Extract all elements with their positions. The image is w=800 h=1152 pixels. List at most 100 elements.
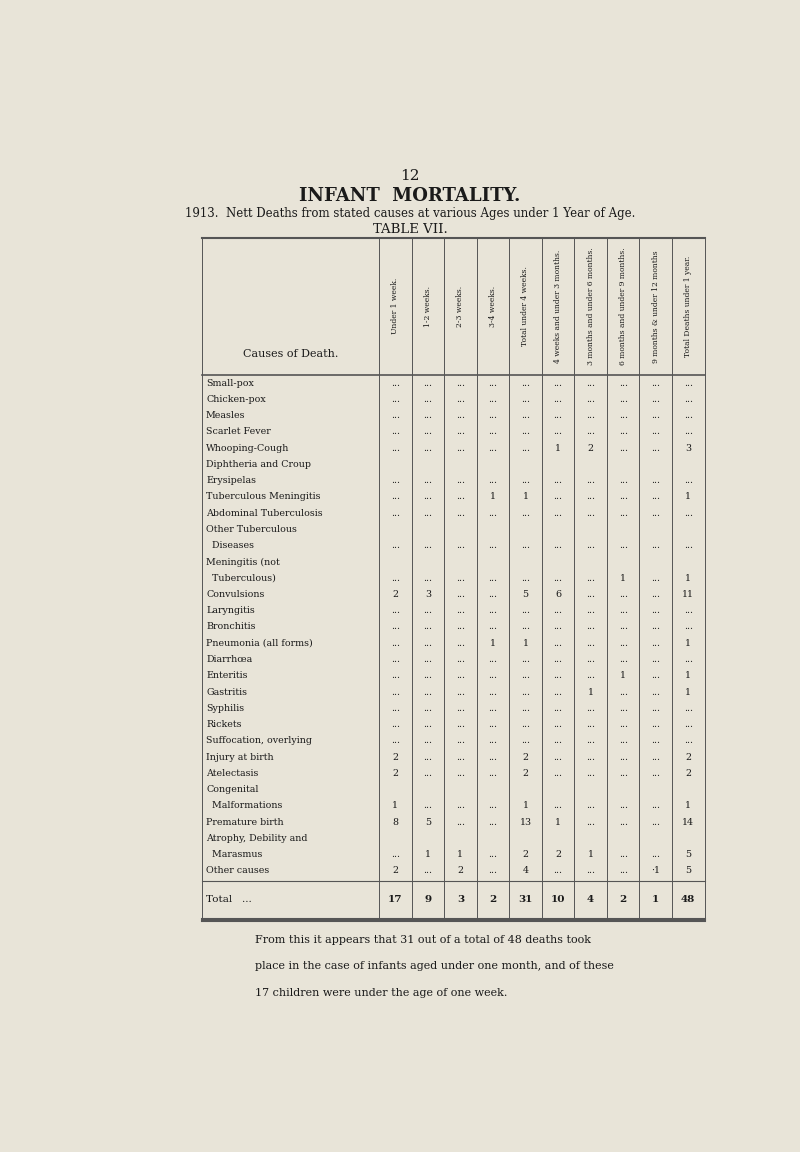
Text: 12: 12	[400, 169, 420, 183]
Text: ...: ...	[423, 752, 432, 761]
Text: ...: ...	[489, 427, 498, 437]
Text: ...: ...	[651, 688, 660, 697]
Text: ...: ...	[489, 850, 498, 859]
Text: ...: ...	[423, 688, 432, 697]
Text: Suffocation, overlying: Suffocation, overlying	[206, 736, 312, 745]
Text: ...: ...	[618, 622, 628, 631]
Text: ...: ...	[684, 509, 693, 517]
Text: ...: ...	[554, 411, 562, 420]
Text: Meningitis (not: Meningitis (not	[206, 558, 280, 567]
Text: ...: ...	[390, 509, 400, 517]
Text: 1: 1	[522, 492, 529, 501]
Text: ...: ...	[489, 752, 498, 761]
Text: 1: 1	[686, 802, 691, 810]
Text: ...: ...	[651, 818, 660, 826]
Text: ...: ...	[390, 379, 400, 388]
Text: Pneumonia (all forms): Pneumonia (all forms)	[206, 638, 313, 647]
Text: ...: ...	[586, 379, 595, 388]
Text: Diarrhœa: Diarrhœa	[206, 655, 252, 664]
Text: ...: ...	[489, 768, 498, 778]
Text: ...: ...	[456, 395, 465, 404]
Text: ...: ...	[521, 672, 530, 681]
Text: Malformations: Malformations	[206, 802, 282, 810]
Text: Tuberculous): Tuberculous)	[206, 574, 276, 583]
Text: ...: ...	[489, 606, 498, 615]
Text: 1: 1	[555, 444, 561, 453]
Text: ...: ...	[651, 411, 660, 420]
Text: ...: ...	[456, 444, 465, 453]
Text: 2: 2	[522, 752, 529, 761]
Text: 1: 1	[392, 802, 398, 810]
Text: Syphilis: Syphilis	[206, 704, 244, 713]
Text: ...: ...	[489, 590, 498, 599]
Text: ...: ...	[390, 411, 400, 420]
Text: ...: ...	[554, 476, 562, 485]
Text: ...: ...	[554, 638, 562, 647]
Text: ...: ...	[456, 720, 465, 729]
Text: ...: ...	[618, 411, 628, 420]
Text: ...: ...	[651, 427, 660, 437]
Text: ...: ...	[651, 379, 660, 388]
Text: ...: ...	[651, 444, 660, 453]
Text: ...: ...	[618, 427, 628, 437]
Text: ...: ...	[423, 541, 432, 551]
Text: ...: ...	[554, 688, 562, 697]
Text: ...: ...	[586, 818, 595, 826]
Text: ...: ...	[618, 850, 628, 859]
Text: ...: ...	[456, 655, 465, 664]
Text: Premature birth: Premature birth	[206, 818, 284, 826]
Text: 6: 6	[555, 590, 561, 599]
Text: ...: ...	[618, 752, 628, 761]
Text: ...: ...	[618, 818, 628, 826]
Text: ...: ...	[618, 704, 628, 713]
Text: ...: ...	[651, 638, 660, 647]
Text: Atelectasis: Atelectasis	[206, 768, 258, 778]
Text: ...: ...	[423, 476, 432, 485]
Text: ...: ...	[684, 622, 693, 631]
Text: ...: ...	[586, 655, 595, 664]
Text: ...: ...	[684, 541, 693, 551]
Text: 1: 1	[425, 850, 431, 859]
Text: ...: ...	[618, 590, 628, 599]
Text: ...: ...	[684, 395, 693, 404]
Text: ...: ...	[554, 622, 562, 631]
Text: ...: ...	[554, 395, 562, 404]
Text: ...: ...	[423, 638, 432, 647]
Text: ...: ...	[554, 704, 562, 713]
Text: ...: ...	[586, 509, 595, 517]
Text: 1: 1	[587, 850, 594, 859]
Text: ...: ...	[423, 427, 432, 437]
Text: ...: ...	[456, 818, 465, 826]
Text: ...: ...	[423, 655, 432, 664]
Text: ...: ...	[586, 606, 595, 615]
Text: 2: 2	[555, 850, 561, 859]
Text: ...: ...	[684, 606, 693, 615]
Text: ...: ...	[456, 379, 465, 388]
Text: ...: ...	[390, 427, 400, 437]
Text: Erysipelas: Erysipelas	[206, 476, 256, 485]
Text: 2: 2	[522, 768, 529, 778]
Text: ...: ...	[489, 509, 498, 517]
Text: Total   ...: Total ...	[206, 895, 252, 904]
Text: 4: 4	[522, 866, 529, 876]
Text: ...: ...	[423, 768, 432, 778]
Text: ...: ...	[489, 688, 498, 697]
Text: ...: ...	[521, 476, 530, 485]
Text: 3 months and under 6 months.: 3 months and under 6 months.	[586, 248, 594, 365]
Text: ...: ...	[651, 476, 660, 485]
Text: ...: ...	[521, 574, 530, 583]
Text: ...: ...	[586, 752, 595, 761]
Text: ...: ...	[586, 704, 595, 713]
Text: ...: ...	[586, 492, 595, 501]
Text: 5: 5	[685, 866, 691, 876]
Text: ...: ...	[651, 492, 660, 501]
Text: ...: ...	[586, 638, 595, 647]
Text: ...: ...	[684, 720, 693, 729]
Text: ...: ...	[521, 509, 530, 517]
Text: 2: 2	[392, 752, 398, 761]
Text: Whooping-Cough: Whooping-Cough	[206, 444, 290, 453]
Text: Marasmus: Marasmus	[206, 850, 262, 859]
Text: 31: 31	[518, 895, 533, 904]
Text: ...: ...	[489, 672, 498, 681]
Text: ...: ...	[456, 622, 465, 631]
